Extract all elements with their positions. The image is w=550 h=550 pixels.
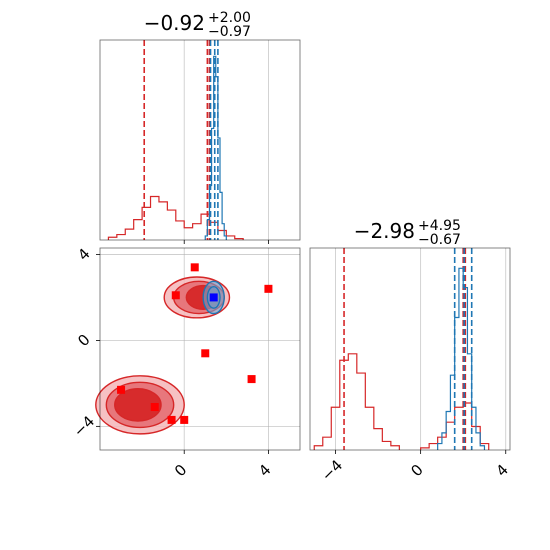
red-marker [180,415,189,424]
red-marker [264,284,273,293]
red-marker [247,375,256,384]
x-tick-label: 4 [255,461,274,480]
red-marker [171,291,180,300]
panel-title-plus: +4.95 [418,218,461,234]
panel-title-minus: −0.97 [208,24,251,40]
red-marker [150,403,159,412]
panel-title-minus: −0.67 [418,232,461,248]
y-tick-label: 4 [74,245,93,264]
x-tick-label: 0 [407,461,426,480]
y-tick-label: −4 [70,412,98,440]
panel-title-value: −0.92 [144,11,205,35]
contour-group [95,276,231,435]
red-marker [117,385,126,394]
blue-histogram-line [204,55,227,240]
blue-marker [209,293,218,302]
panel-frame [99,39,301,241]
panel-title-value: −2.98 [354,219,415,243]
red-marker [167,415,176,424]
y-tick-label: 0 [74,331,93,350]
panel-title-plus: +2.00 [208,10,251,26]
red-histogram-line [107,195,244,240]
panel-frame [309,247,511,451]
red-marker [190,263,199,272]
x-tick-label: −4 [318,456,346,484]
x-tick-label: 0 [171,461,190,480]
red-contour-inner [114,388,162,422]
blue-histogram-line [437,267,486,450]
x-tick-label: 4 [492,461,511,480]
red-marker [201,349,210,358]
panel-frame [99,247,301,451]
